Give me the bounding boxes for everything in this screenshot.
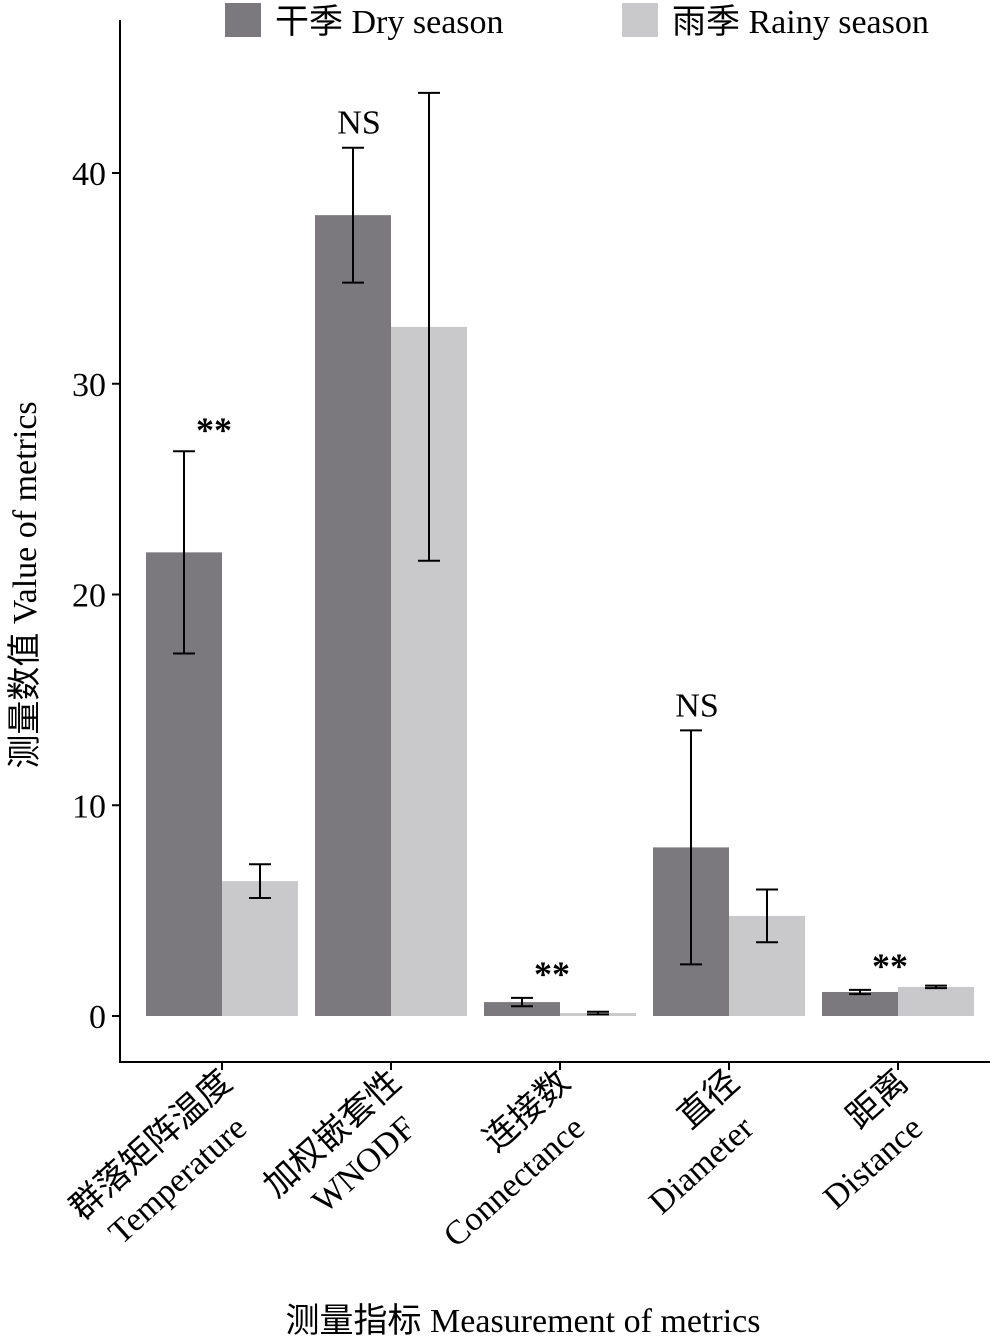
bars: ** NS ** NS **	[146, 91, 974, 1016]
error-bar	[756, 888, 778, 944]
error-bar	[849, 988, 871, 996]
error-bar	[680, 729, 702, 966]
significance-label: **	[534, 954, 570, 994]
significance-label: NS	[337, 105, 380, 142]
significance-label: **	[872, 946, 908, 986]
legend-label: 雨季 Rainy season	[672, 3, 929, 41]
y-tick-label: 0	[89, 999, 106, 1036]
bar-rainy	[222, 881, 298, 1016]
error-bar	[587, 1010, 609, 1016]
bar-rainy	[898, 986, 974, 1016]
legend: 干季 Dry season 雨季 Rainy season	[225, 3, 929, 41]
x-axis-label: 测量指标 Measurement of metrics	[286, 1302, 761, 1340]
error-bar	[249, 863, 271, 899]
y-tick-label: 40	[72, 156, 106, 193]
error-bar	[173, 450, 195, 655]
legend-swatch	[225, 3, 261, 37]
y-tick-label: 10	[72, 788, 106, 825]
bar-dry	[315, 215, 391, 1016]
significance-label: NS	[675, 687, 718, 724]
bar-dry	[822, 991, 898, 1016]
error-bar	[511, 996, 533, 1008]
legend-swatch	[622, 3, 658, 37]
bar-dry	[484, 1002, 560, 1016]
y-tick-label: 20	[72, 578, 106, 615]
legend-label: 干季 Dry season	[275, 3, 504, 41]
error-bar	[342, 146, 364, 284]
error-bar	[925, 984, 947, 990]
error-bar	[418, 91, 440, 562]
y-axis-label: 测量数值 Value of metrics	[6, 401, 44, 768]
y-tick-label: 30	[72, 367, 106, 404]
significance-label: **	[196, 410, 232, 450]
